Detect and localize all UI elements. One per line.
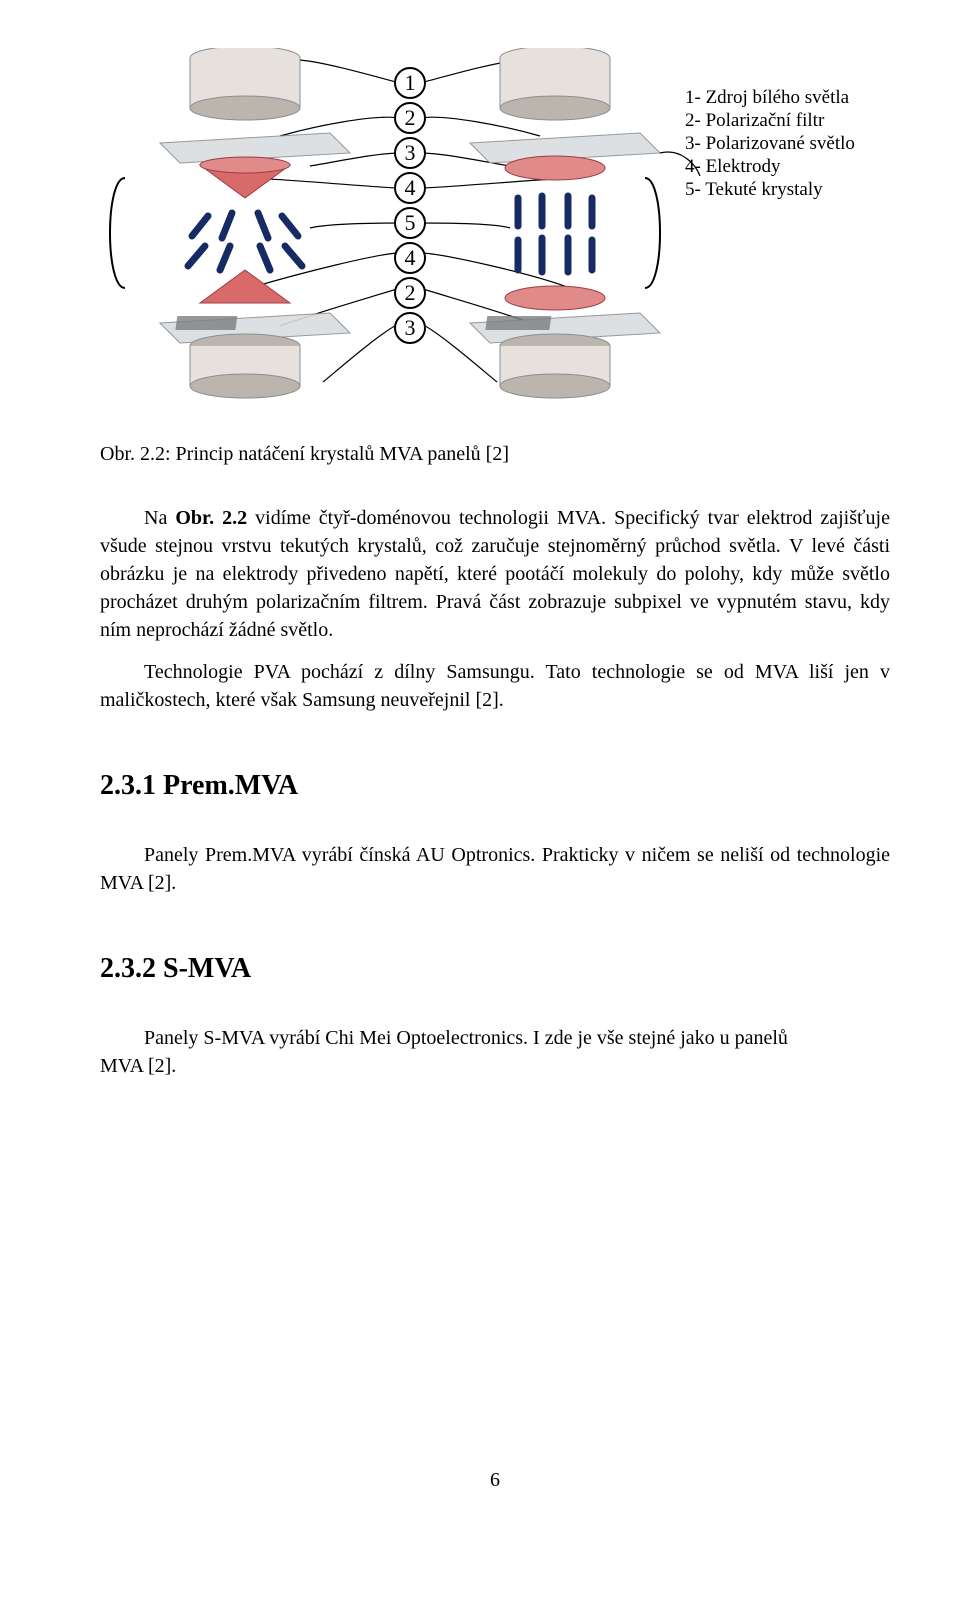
mva-diagram: 1 2 3 4 5 4 2 3 1- Zdroj bílého světla 2… — [100, 48, 890, 416]
callout-1: 1 — [405, 70, 416, 95]
legend-line-2: 2- Polarizační filtr — [685, 110, 825, 131]
figure-caption: Obr. 2.2: Princip natáčení krystalů MVA … — [100, 440, 890, 468]
paragraph-2: Technologie PVA pochází z dílny Samsungu… — [100, 658, 890, 714]
mva-diagram-svg: 1 2 3 4 5 4 2 3 1- Zdroj bílého světla 2… — [100, 48, 870, 408]
paragraph-1: Na Obr. 2.2 vidíme čtyř-doménovou techno… — [100, 504, 890, 644]
legend-line-3: 3- Polarizované světlo — [685, 133, 855, 154]
legend-line-1: 1- Zdroj bílého světla — [685, 87, 850, 108]
callout-5: 5 — [405, 210, 416, 235]
callout-4: 4 — [405, 175, 416, 200]
legend-line-4: 4- Elektrody — [685, 156, 781, 177]
legend-line-5: 5- Tekuté krystaly — [685, 179, 823, 200]
callout-8: 3 — [405, 315, 416, 340]
paragraph-231: Panely Prem.MVA vyrábí čínská AU Optroni… — [100, 841, 890, 897]
callout-3: 3 — [405, 140, 416, 165]
para232-lead: Panely S-MVA vyrábí Chi Mei Optoelectron… — [100, 1024, 788, 1052]
para232-tail: MVA [2]. — [100, 1055, 176, 1077]
callout-2: 2 — [405, 105, 416, 130]
para1-bold: Obr. 2.2 — [175, 507, 247, 529]
callout-7: 2 — [405, 280, 416, 305]
heading-232: 2.3.2 S-MVA — [100, 949, 890, 988]
para1-lead: Na — [144, 507, 175, 529]
callout-6: 4 — [405, 245, 416, 270]
paragraph-232: Panely S-MVA vyrábí Chi Mei Optoelectron… — [100, 1024, 890, 1080]
heading-231: 2.3.1 Prem.MVA — [100, 766, 890, 805]
page-number: 6 — [100, 1466, 890, 1494]
